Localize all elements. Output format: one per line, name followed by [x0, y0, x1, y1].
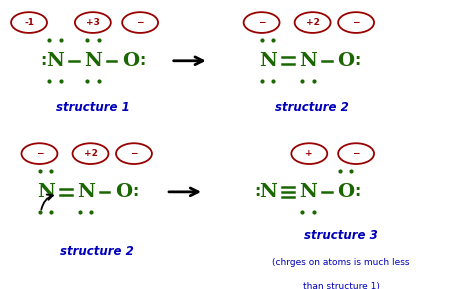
Text: :: : [40, 53, 46, 68]
Text: +2: +2 [306, 18, 319, 27]
Text: O: O [337, 52, 354, 70]
Text: (chrges on atoms is much less: (chrges on atoms is much less [272, 258, 410, 267]
Text: +2: +2 [83, 149, 98, 158]
Text: structure 1: structure 1 [56, 101, 130, 114]
Text: :: : [355, 53, 361, 68]
Text: structure 2: structure 2 [60, 245, 133, 258]
Text: −: − [137, 18, 144, 27]
Text: N: N [259, 52, 277, 70]
Text: +3: +3 [86, 18, 100, 27]
Text: −: − [36, 149, 43, 158]
Text: −: − [352, 18, 360, 27]
Text: +: + [306, 149, 313, 158]
Text: N: N [77, 183, 95, 201]
Text: :: : [254, 184, 260, 199]
Text: O: O [337, 183, 354, 201]
Text: O: O [115, 183, 132, 201]
Text: N: N [299, 52, 317, 70]
Text: :: : [132, 184, 138, 199]
Text: N: N [299, 183, 317, 201]
Text: -1: -1 [24, 18, 34, 27]
Text: N: N [46, 52, 64, 70]
Text: N: N [36, 183, 55, 201]
Text: than structure 1): than structure 1) [302, 281, 379, 289]
Text: :: : [355, 184, 361, 199]
Text: :: : [139, 53, 146, 68]
Text: O: O [122, 52, 139, 70]
Text: −: − [130, 149, 138, 158]
Text: −: − [352, 149, 360, 158]
Text: N: N [259, 183, 277, 201]
Text: N: N [84, 52, 102, 70]
Text: structure 2: structure 2 [274, 101, 348, 114]
Text: −: − [258, 18, 265, 27]
Text: structure 3: structure 3 [304, 229, 378, 242]
